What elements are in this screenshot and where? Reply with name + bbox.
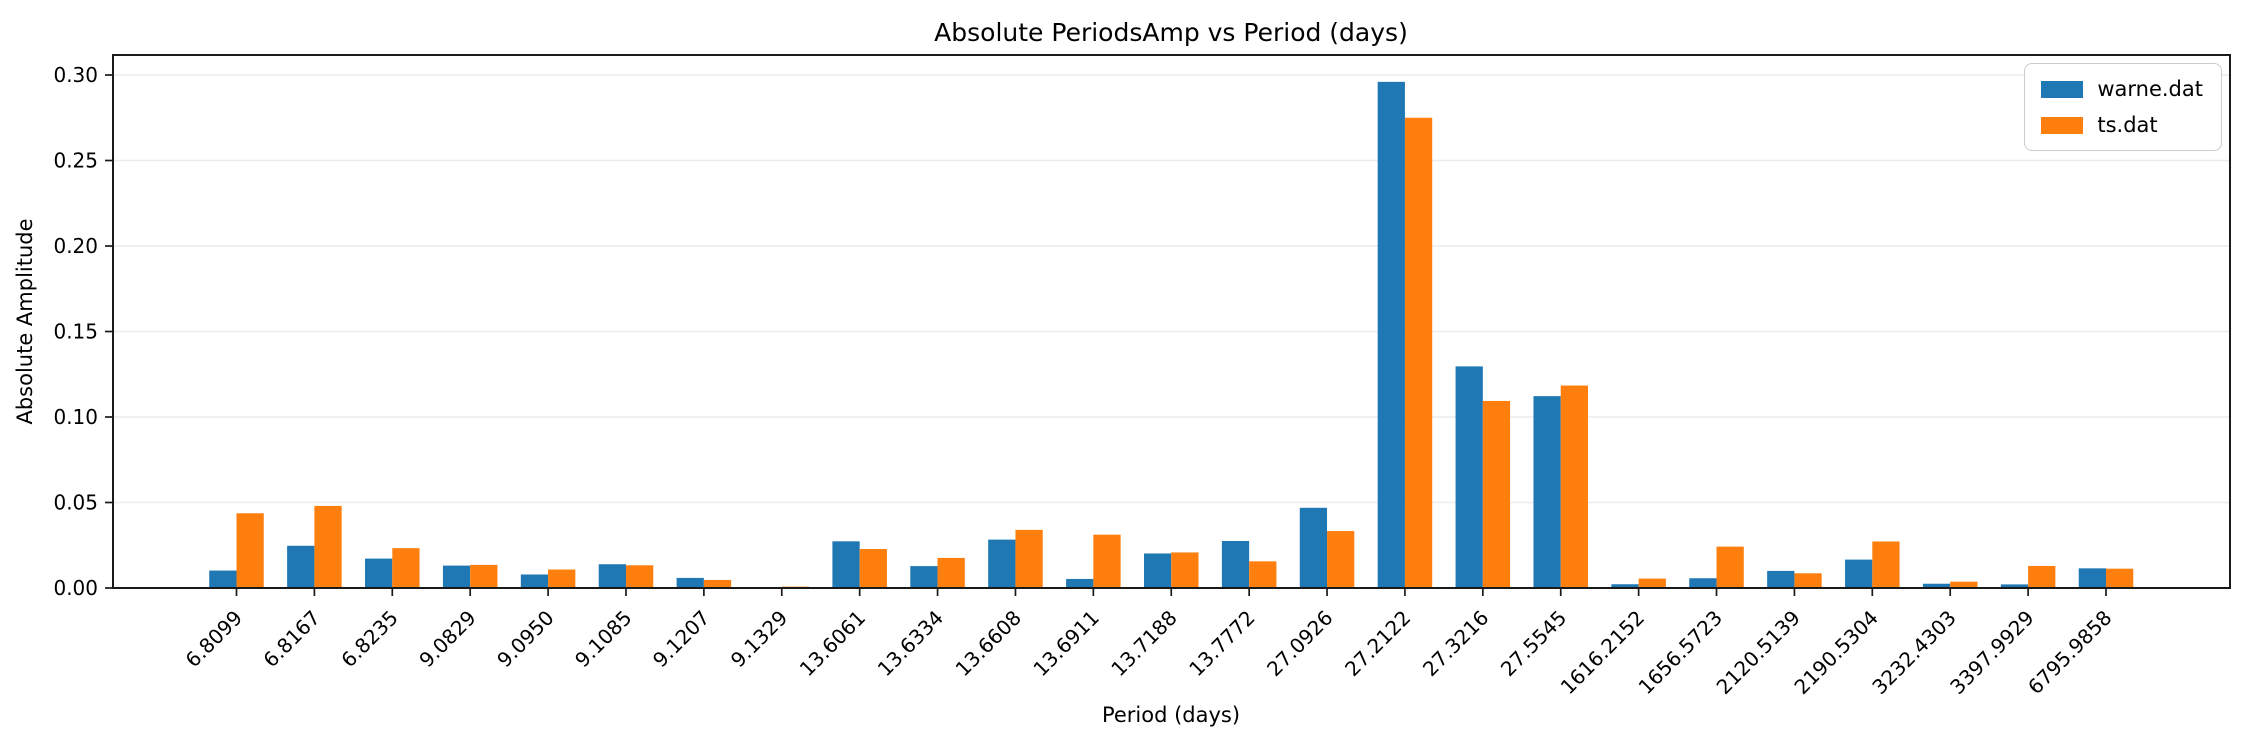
x-tick-label: 3397.9929 xyxy=(1945,606,2038,699)
x-tick-label: 6.8167 xyxy=(258,606,324,672)
bar xyxy=(365,558,393,588)
x-tick-label: 13.7772 xyxy=(1184,606,1259,681)
bar xyxy=(2028,565,2056,588)
bar xyxy=(2078,568,2106,588)
bar xyxy=(392,548,420,588)
bar xyxy=(988,539,1016,588)
x-axis-title: Period (days) xyxy=(1101,703,1241,727)
bar xyxy=(1377,81,1405,588)
bar xyxy=(1872,541,1900,588)
bar xyxy=(1794,573,1822,588)
axes-frame xyxy=(112,54,2231,589)
x-tick-label: 2120.5139 xyxy=(1712,606,1805,699)
y-tick-label: 0.20 xyxy=(53,234,98,258)
bar xyxy=(1093,534,1121,588)
bar xyxy=(1689,578,1717,588)
bar xyxy=(1299,507,1328,588)
bar xyxy=(937,557,965,588)
bar xyxy=(209,570,237,588)
bar xyxy=(520,574,549,588)
bar xyxy=(1171,552,1199,588)
x-tick-label: 6795.9858 xyxy=(2023,606,2116,699)
bar xyxy=(598,564,626,588)
x-tick-label: 13.7188 xyxy=(1106,606,1181,681)
bar xyxy=(1950,581,1978,588)
y-tick-label: 0.10 xyxy=(53,405,98,429)
bar xyxy=(2000,584,2029,588)
x-tick-label: 27.5545 xyxy=(1496,606,1571,681)
legend-swatch-orange-icon xyxy=(2041,116,2084,134)
y-axis-title: Absolute Amplitude xyxy=(13,218,37,424)
x-tick-label: 9.1207 xyxy=(648,606,714,672)
bar xyxy=(1560,385,1588,588)
bar xyxy=(1845,559,1873,588)
x-tick-label: 1656.5723 xyxy=(1634,606,1727,699)
bar xyxy=(625,565,654,588)
y-tick-label: 0.25 xyxy=(53,149,98,173)
bar xyxy=(1015,529,1043,588)
x-tick-label: 9.1329 xyxy=(726,606,792,672)
legend-label: ts.dat xyxy=(2097,113,2158,137)
bar xyxy=(442,565,471,588)
bar xyxy=(2106,568,2134,588)
x-tick-label: 13.6608 xyxy=(951,606,1026,681)
x-tick-label: 9.0829 xyxy=(414,606,480,672)
x-tick-label: 13.6061 xyxy=(795,606,870,681)
x-tick-label: 27.2122 xyxy=(1340,606,1415,681)
bar xyxy=(1455,366,1483,588)
bar xyxy=(676,577,704,588)
x-tick-label: 3232.4303 xyxy=(1867,606,1960,699)
bar xyxy=(859,549,887,588)
bar xyxy=(1404,117,1433,588)
y-tick-label: 0.30 xyxy=(53,63,98,87)
bar xyxy=(1327,531,1355,588)
series-ts.dat xyxy=(236,117,2134,588)
bar xyxy=(1716,546,1744,588)
y-tick-label: 0.00 xyxy=(53,576,98,600)
bar xyxy=(1143,553,1172,588)
bar xyxy=(1638,578,1666,588)
x-tick-label: 6.8235 xyxy=(336,606,402,672)
bar xyxy=(314,505,342,588)
bar xyxy=(1611,584,1639,588)
bar xyxy=(1066,578,1094,588)
x-tick-label: 13.6911 xyxy=(1028,606,1103,681)
bar xyxy=(910,566,938,588)
bar xyxy=(703,579,732,588)
bar xyxy=(1221,540,1250,588)
y-tick-label: 0.05 xyxy=(53,491,98,515)
bar xyxy=(287,545,315,588)
bar xyxy=(548,569,576,588)
legend-swatch-blue-icon xyxy=(2041,80,2084,98)
bar xyxy=(1922,583,1951,588)
bar xyxy=(236,513,264,588)
y-tick-label: 0.15 xyxy=(53,320,98,344)
legend: warne.dat ts.dat xyxy=(2024,63,2222,151)
x-tick-label: 13.6334 xyxy=(873,606,948,681)
bar xyxy=(1482,400,1511,588)
x-tick-label: 6.8099 xyxy=(181,606,247,672)
x-tick-label: 1616.2152 xyxy=(1556,606,1649,699)
x-tick-label: 27.3216 xyxy=(1418,606,1493,681)
x-tick-label: 9.1085 xyxy=(570,606,636,672)
bar xyxy=(1533,396,1561,588)
legend-item-warne: warne.dat xyxy=(2041,77,2203,101)
legend-item-ts: ts.dat xyxy=(2041,113,2203,137)
legend-label: warne.dat xyxy=(2097,77,2203,101)
x-tick-label: 9.0950 xyxy=(492,606,558,672)
bar xyxy=(470,564,498,588)
chart-title: Absolute PeriodsAmp vs Period (days) xyxy=(934,18,1408,47)
x-tick-label: 2190.5304 xyxy=(1789,606,1882,699)
bar xyxy=(1767,570,1795,588)
series-warne.dat xyxy=(209,81,2106,588)
x-tick-label: 27.0926 xyxy=(1262,606,1337,681)
bar xyxy=(832,541,860,588)
bar xyxy=(1249,561,1277,588)
